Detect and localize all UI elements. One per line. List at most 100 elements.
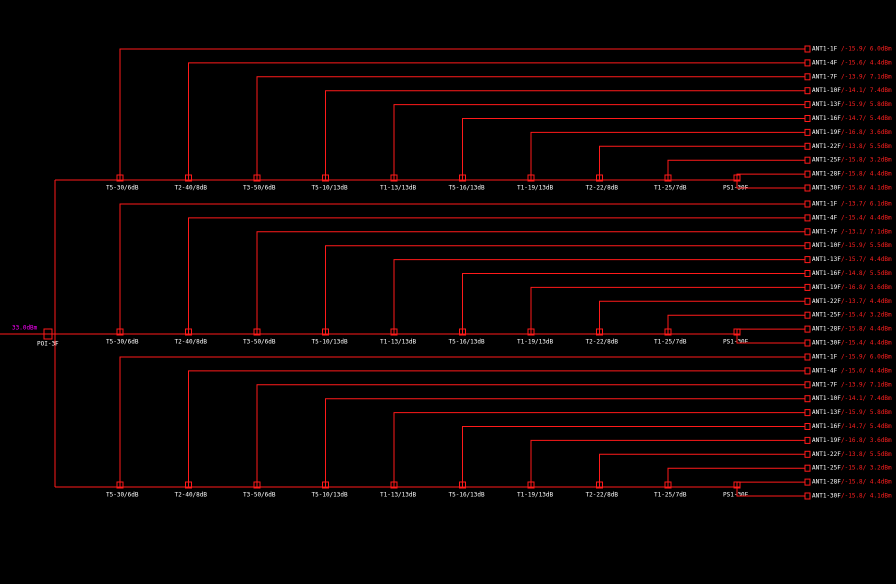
antenna [804, 492, 811, 500]
antenna [804, 367, 811, 375]
antenna-label: ANT1-22F [812, 143, 841, 150]
antenna [804, 450, 811, 458]
antenna-label: ANT1-25F [812, 157, 841, 164]
branch [188, 62, 805, 180]
tap-label: T2-22/8dB [586, 185, 619, 192]
tap-label: T2-22/8dB [586, 492, 619, 499]
antenna-label: ANT1-28F [812, 326, 841, 333]
antenna [804, 256, 811, 264]
tap-label: T5-30/6dB [106, 339, 139, 346]
branch [599, 145, 805, 180]
antenna-label: ANT1-25F [812, 465, 841, 472]
antenna [804, 325, 811, 333]
tap-label: T1-19/13dB [517, 492, 554, 499]
antenna-label: ANT1-28F [812, 171, 841, 178]
antenna-level: /-15.8/ 4.4dBm [841, 479, 892, 486]
tap-label: T3-50/6dB [243, 339, 276, 346]
branch [530, 286, 805, 334]
antenna-label: ANT1-13F [812, 101, 841, 108]
tap-label: T2-40/8dB [175, 339, 208, 346]
antenna [804, 283, 811, 291]
tap-label: T5-10/13dB [312, 492, 349, 499]
antenna-label: ANT1-30F [812, 493, 841, 500]
antenna [804, 478, 811, 486]
antenna [804, 381, 811, 389]
antenna-label: ANT1-10F [812, 395, 841, 402]
antenna [804, 156, 811, 164]
branch [119, 203, 805, 334]
tap-label: PS1-30F [723, 185, 749, 192]
antenna-label: ANT1-1F [812, 354, 838, 361]
antenna [804, 409, 811, 417]
branch [462, 118, 805, 180]
antenna [804, 101, 811, 109]
branch [256, 384, 805, 487]
branch [736, 328, 805, 334]
antenna-label: ANT1-10F [812, 242, 841, 249]
tap-label: T1-13/13dB [380, 339, 417, 346]
antenna-label: ANT1-4F [812, 59, 838, 66]
tap-label: T3-50/6dB [243, 185, 276, 192]
tap-label: T5-30/6dB [106, 492, 139, 499]
antenna-level: /-14.1/ 7.4dBm [841, 87, 892, 94]
antenna-label: ANT1-16F [812, 270, 841, 277]
branch [325, 398, 805, 487]
tap-label: T2-40/8dB [175, 492, 208, 499]
antenna [804, 297, 811, 305]
branch [119, 48, 805, 180]
antenna-label: ANT1-25F [812, 312, 841, 319]
antenna-label: ANT1-19F [812, 284, 841, 291]
branch [667, 467, 805, 487]
antenna [804, 170, 811, 178]
antenna [804, 395, 811, 403]
antenna-label: ANT1-7F [812, 228, 838, 235]
tap-label: T5-16/13dB [449, 185, 486, 192]
antenna-label: ANT1-30F [812, 340, 841, 347]
branch [462, 273, 805, 334]
antenna-level: /-16.8/ 3.6dBm [841, 437, 892, 444]
tap-label: T5-10/13dB [312, 185, 349, 192]
antenna-label: ANT1-10F [812, 87, 841, 94]
antenna-level: /-13.7/ 6.1dBm [841, 201, 892, 208]
antenna [804, 339, 811, 347]
branch [736, 334, 805, 344]
branch [325, 245, 805, 334]
tap-label: T1-19/13dB [517, 185, 554, 192]
branch [667, 314, 805, 334]
antenna-level: /-15.4/ 3.2dBm [841, 312, 892, 319]
antenna [804, 184, 811, 192]
antenna [804, 436, 811, 444]
branch [736, 180, 805, 189]
branch [530, 439, 805, 487]
antenna [804, 59, 811, 67]
antenna-label: ANT1-1F [812, 46, 838, 53]
branch [530, 131, 805, 180]
antenna-level: /-14.1/ 7.4dBm [841, 395, 892, 402]
antenna-level: /-15.8/ 3.2dBm [841, 465, 892, 472]
antenna-label: ANT1-16F [812, 423, 841, 430]
antenna [804, 73, 811, 81]
antenna-level: /-15.8/ 4.1dBm [841, 493, 892, 500]
tap-label: PS1-30F [723, 339, 749, 346]
antenna-label: ANT1-16F [812, 115, 841, 122]
antenna-label: ANT1-22F [812, 451, 841, 458]
tap-label: T1-13/13dB [380, 492, 417, 499]
antenna-level: /-15.8/ 4.4dBm [841, 171, 892, 178]
antenna [804, 242, 811, 250]
source-label: POI-3F [37, 341, 59, 348]
branch [736, 481, 805, 487]
antenna-level: /-13.9/ 7.1dBm [841, 73, 892, 80]
antenna-level: /-15.8/ 4.1dBm [841, 185, 892, 192]
tap-label: T2-22/8dB [586, 339, 619, 346]
antenna-level: /-14.7/ 5.4dBm [841, 115, 892, 122]
antenna-level: /-16.8/ 3.6dBm [841, 129, 892, 136]
antenna [804, 45, 811, 53]
branch [119, 356, 805, 487]
source-splitter [43, 328, 53, 340]
antenna-label: ANT1-19F [812, 437, 841, 444]
tap-label: T1-13/13dB [380, 185, 417, 192]
antenna [804, 311, 811, 319]
antenna-label: ANT1-28F [812, 479, 841, 486]
